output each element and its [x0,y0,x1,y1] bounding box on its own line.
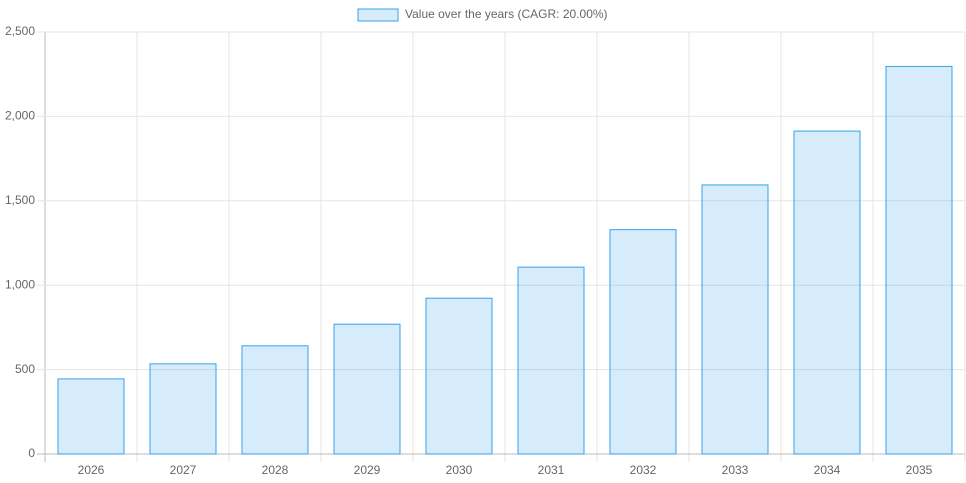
x-tick-label: 2035 [906,463,933,477]
bar [517,266,585,455]
x-tick-label: 2027 [170,463,197,477]
x-tick-label: 2031 [538,463,565,477]
x-tick-label: 2026 [78,463,105,477]
bar [609,229,677,455]
x-tick-label: 2030 [446,463,473,477]
bar [333,323,401,455]
y-tick-label: 1,000 [5,277,35,291]
legend-label: Value over the years (CAGR: 20.00%) [405,7,608,21]
x-tick-label: 2034 [814,463,841,477]
bar [57,378,125,455]
y-tick-label: 2,500 [5,24,35,38]
x-tick-label: 2032 [630,463,657,477]
bar [149,363,217,455]
legend-swatch [357,8,399,22]
y-tick-label: 2,000 [5,109,35,123]
bar [701,184,769,455]
bar [425,297,493,455]
y-tick-label: 500 [15,362,35,376]
bar [241,345,309,455]
bar [885,65,953,455]
x-tick-label: 2029 [354,463,381,477]
x-tick-label: 2033 [722,463,749,477]
x-tick-label: 2028 [262,463,289,477]
y-tick-label: 1,500 [5,193,35,207]
bar [793,130,861,455]
y-tick-label: 0 [28,446,35,460]
